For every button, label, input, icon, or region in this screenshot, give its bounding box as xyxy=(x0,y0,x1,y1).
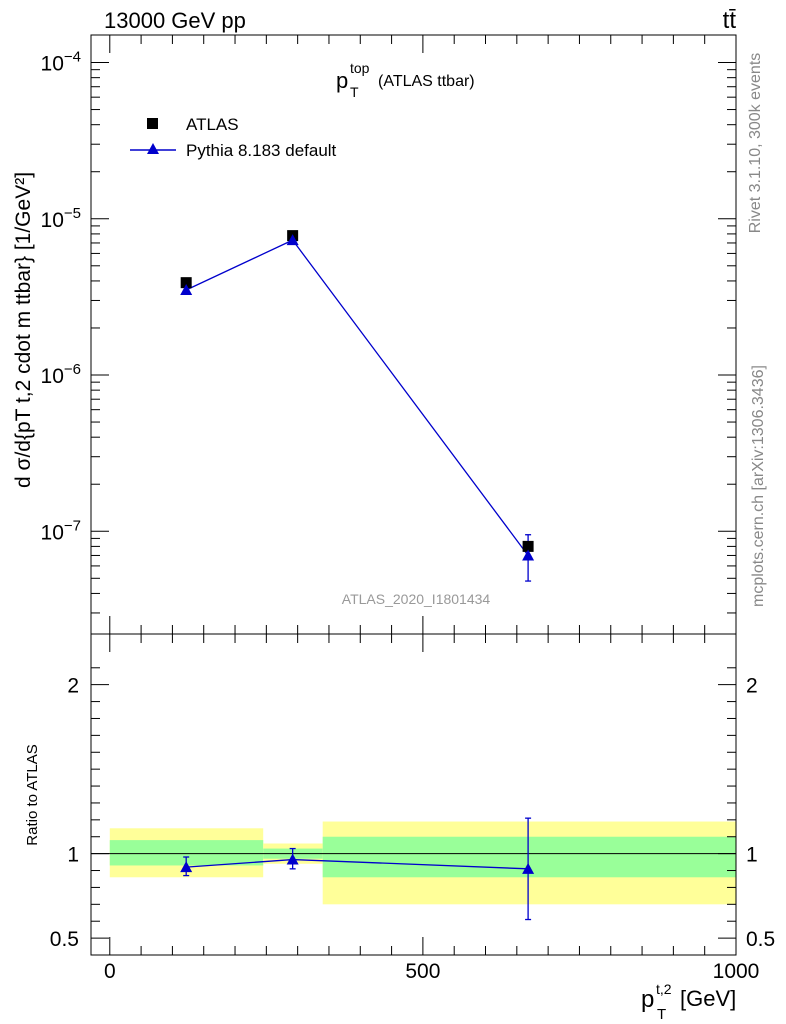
main-y-tick-label: 10−4 xyxy=(41,49,81,76)
atlas-point xyxy=(180,277,192,289)
main-panel: 10−4 10−5 10−6 10−7 xyxy=(41,34,737,635)
main-y-tick-label: 10−5 xyxy=(41,205,81,232)
xlabel-unit: [GeV] xyxy=(680,986,736,1011)
ratio-y-tick-label: 2 xyxy=(67,675,79,698)
ratio-y-tick-label: 1 xyxy=(67,844,79,867)
xlabel-sup: t,2 xyxy=(656,981,672,997)
title-sup: top xyxy=(350,60,370,76)
ratio-panel: 0.5 0.5 1 1 2 2 0 500 1000 xyxy=(50,633,775,983)
xlabel-p: p xyxy=(641,986,654,1013)
ratio-ylabel: Ratio to ATLAS xyxy=(24,744,41,845)
xlabel-sub: T xyxy=(657,1006,666,1023)
process-label: tt̄ xyxy=(723,7,737,34)
main-y-tick-label: 10−7 xyxy=(41,517,81,544)
ratio-pythia-point xyxy=(180,861,193,873)
legend-pythia-marker xyxy=(147,143,159,154)
ratio-frame xyxy=(90,633,737,956)
title-suffix: (ATLAS ttbar) xyxy=(378,73,475,90)
ratio-x-tick-label: 1000 xyxy=(713,960,760,983)
atlas-point xyxy=(522,540,534,552)
title-p: p xyxy=(336,68,348,93)
analysis-tag: ATLAS_2020_I1801434 xyxy=(342,591,491,607)
legend-atlas-label: ATLAS xyxy=(186,115,239,134)
plot-title: p top T (ATLAS ttbar) xyxy=(336,60,475,100)
pythia-point xyxy=(180,283,193,295)
ratio-y-tick-label: 0.5 xyxy=(50,928,79,951)
main-y-tick-label: 10−6 xyxy=(41,361,81,388)
ratio-y-tick-label-right: 0.5 xyxy=(746,928,775,951)
x-axis-label: p t,2 T [GeV] xyxy=(641,981,736,1023)
ratio-pythia-point xyxy=(522,862,535,874)
ratio-y-tick-label-right: 1 xyxy=(746,844,758,867)
ratio-pythia-point xyxy=(286,853,299,865)
pythia-line xyxy=(185,239,529,556)
legend-pythia-label: Pythia 8.183 default xyxy=(186,141,337,160)
legend: ATLAS Pythia 8.183 default xyxy=(130,115,337,160)
legend-atlas-marker xyxy=(147,118,158,129)
ratio-y-tick-label-right: 2 xyxy=(746,675,758,698)
main-ylabel: d σ/d{pT t,2 cdot m ttbar} [1/GeV²] xyxy=(12,172,35,488)
rivet-version-label: Rivet 3.1.10, 300k events xyxy=(747,53,764,234)
mcplots-source-label: mcplots.cern.ch [arXiv:1306.3436] xyxy=(750,365,767,607)
energy-label: 13000 GeV pp xyxy=(104,8,246,33)
ratio-x-tick-label: 0 xyxy=(104,960,116,983)
ratio-x-tick-label: 500 xyxy=(405,960,440,983)
pythia-point xyxy=(522,549,535,561)
title-sub: T xyxy=(350,84,359,100)
pythia-point xyxy=(286,234,299,246)
